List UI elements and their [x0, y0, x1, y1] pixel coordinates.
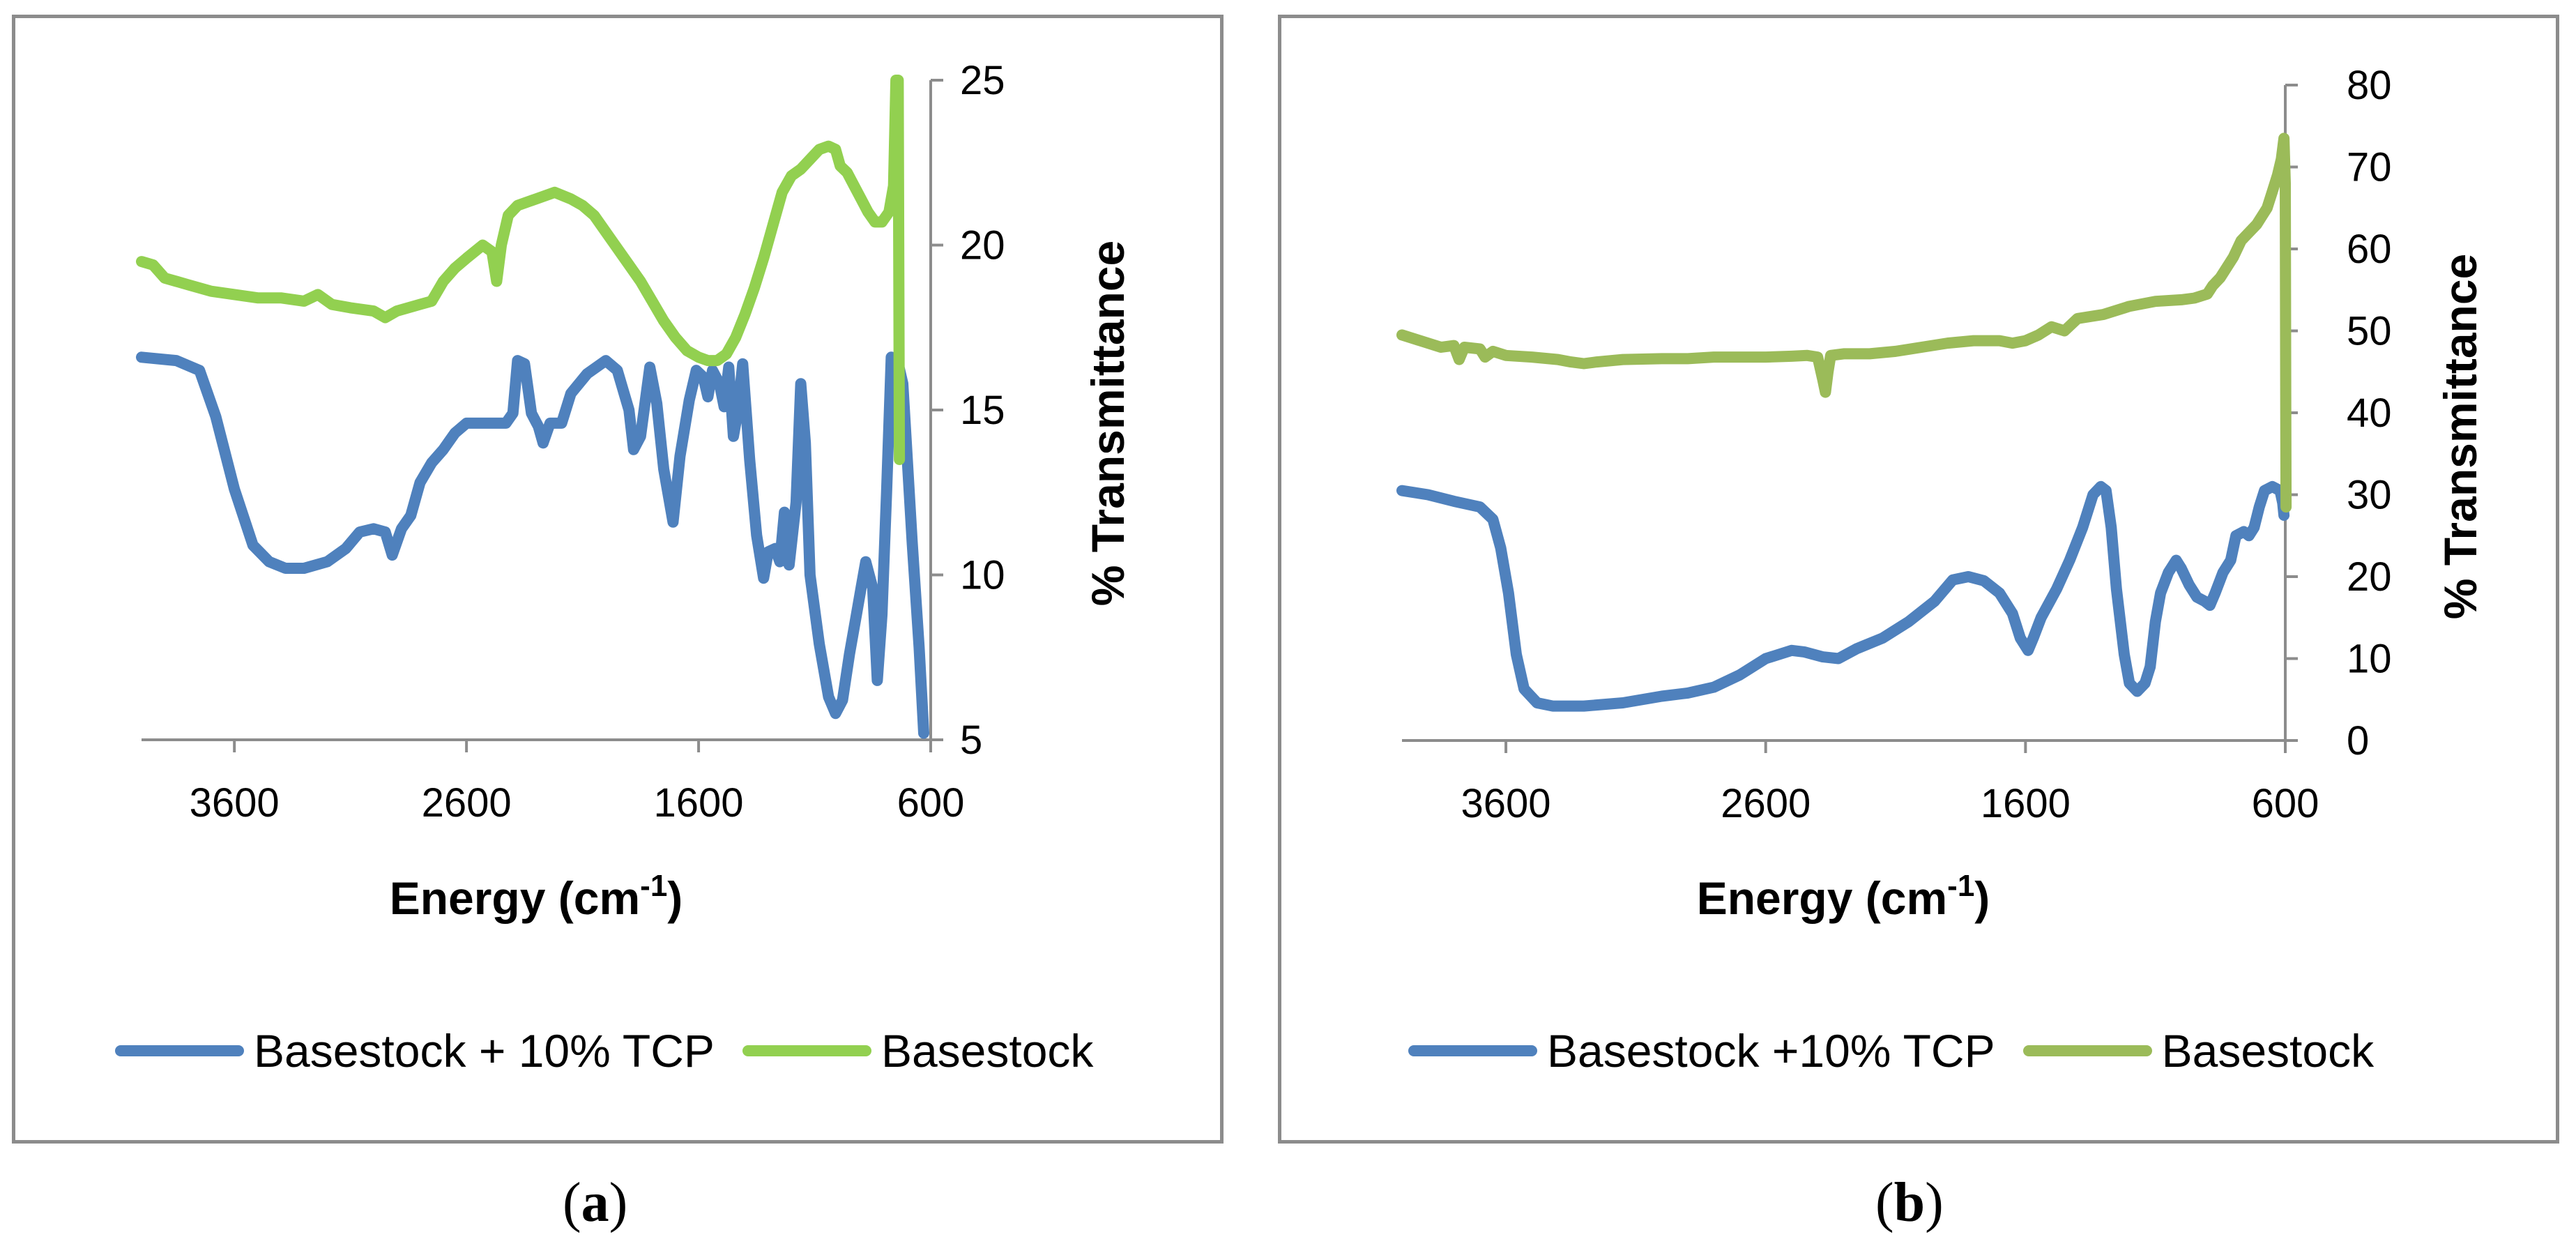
legend-label-a-1: Basestock [881, 1025, 1094, 1077]
legend-item-a-0: Basestock + 10% TCP [115, 1024, 715, 1077]
caption-b: (b) [1875, 1172, 1944, 1233]
series-line-b-1 [1396, 132, 2292, 513]
chart-a-legend: Basestock + 10% TCP Basestock [115, 1024, 1121, 1077]
y-tick-label-b-3: 30 [2347, 473, 2392, 518]
x-tick-label-b-0: 3600 [1461, 781, 1551, 826]
chart-b-legend: Basestock +10% TCP Basestock [1408, 1024, 2402, 1077]
y-tick-label-a-1: 10 [960, 553, 1005, 598]
legend-swatch-a-0 [115, 1045, 244, 1056]
chart-a-svg: 3600 2600 1600 600 5 10 15 20 25 Energy (cm-1) % T… [136, 58, 1134, 924]
y-tick-label-b-8: 80 [2347, 63, 2392, 108]
chart-panel-b: 3600 2600 1600 600 0 10 20 30 40 50 60 70 80 Energy (… [1278, 15, 2559, 1144]
legend-swatch-b-1 [2022, 1045, 2152, 1056]
caption-b-letter: b [1893, 1172, 1926, 1233]
y-tick-label-b-1: 10 [2347, 637, 2392, 682]
chart-b-svg: 3600 2600 1600 600 0 10 20 30 40 50 60 70 80 Energy (… [1396, 63, 2486, 924]
x-tick-label-a-0: 3600 [190, 780, 280, 826]
y-tick-label-b-6: 60 [2347, 227, 2392, 272]
y-axis-title-b: % Transmittance [2434, 254, 2486, 620]
series-line-a-0 [136, 351, 929, 739]
y-tick-label-a-4: 25 [960, 58, 1005, 103]
x-axis-title-end-b: ) [1974, 872, 1990, 924]
y-tick-label-b-0: 0 [2347, 718, 2369, 764]
caption-a-letter: a [581, 1172, 609, 1233]
series-line-a-1 [136, 75, 906, 465]
y-tick-label-b-2: 20 [2347, 554, 2392, 600]
y-tick-label-a-2: 15 [960, 388, 1005, 433]
y-tick-label-a-0: 5 [960, 717, 982, 763]
x-tick-label-a-2: 1600 [654, 780, 744, 826]
legend-swatch-a-1 [742, 1045, 871, 1056]
x-axis-title-text-a: Energy (cm [390, 872, 640, 924]
x-axis-title-end-a: ) [667, 872, 683, 924]
x-tick-label-a-1: 2600 [422, 780, 512, 826]
x-axis-title-b: Energy (cm-1) [1697, 869, 1990, 924]
series-line-b-0 [1396, 480, 2290, 712]
x-tick-label-b-3: 600 [2252, 781, 2319, 826]
x-axis-title-sup-b: -1 [1947, 869, 1974, 903]
y-axis-title-a: % Transmittance [1082, 241, 1134, 607]
caption-a: (a) [563, 1172, 628, 1233]
legend-swatch-b-0 [1408, 1045, 1537, 1056]
x-tick-label-b-2: 1600 [1981, 781, 2071, 826]
legend-label-a-0: Basestock + 10% TCP [254, 1025, 715, 1077]
chart-panel-a: 3600 2600 1600 600 5 10 15 20 25 Energy (cm-1) % T… [12, 15, 1224, 1144]
y-tick-label-b-5: 50 [2347, 309, 2392, 354]
x-axis-title-a: Energy (cm-1) [390, 869, 683, 924]
legend-item-b-0: Basestock +10% TCP [1408, 1024, 1995, 1077]
x-tick-label-a-3: 600 [897, 780, 965, 826]
legend-item-a-1: Basestock [742, 1024, 1093, 1077]
y-tick-label-a-3: 20 [960, 223, 1005, 268]
legend-item-b-1: Basestock [2022, 1024, 2375, 1077]
y-tick-label-b-7: 70 [2347, 145, 2392, 190]
x-axis-title-sup-a: -1 [640, 869, 667, 903]
legend-label-b-0: Basestock +10% TCP [1547, 1025, 1995, 1077]
legend-label-b-1: Basestock [2161, 1025, 2375, 1077]
x-axis-title-text-b: Energy (cm [1697, 872, 1947, 924]
y-tick-label-b-4: 40 [2347, 390, 2392, 436]
x-tick-label-b-1: 2600 [1721, 781, 1811, 826]
